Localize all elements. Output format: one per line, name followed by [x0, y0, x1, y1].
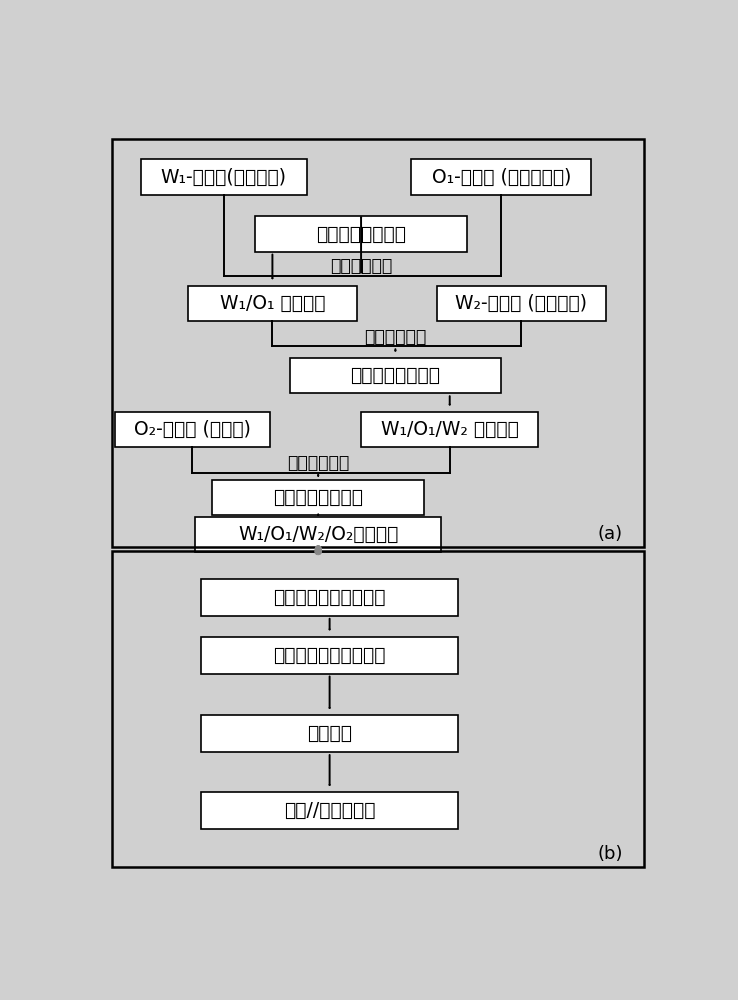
- Text: W₁-内水相(硫酸亚铁): W₁-内水相(硫酸亚铁): [161, 167, 287, 186]
- FancyBboxPatch shape: [201, 579, 458, 616]
- FancyBboxPatch shape: [195, 517, 441, 552]
- FancyBboxPatch shape: [188, 286, 356, 321]
- Text: (a): (a): [597, 525, 622, 543]
- Text: O₂-外油相 (食用油): O₂-外油相 (食用油): [134, 420, 251, 439]
- Text: 第二次快速膜乳化: 第二次快速膜乳化: [351, 366, 441, 385]
- Text: 第三次快速膜乳化: 第三次快速膜乳化: [273, 488, 363, 507]
- Text: O₁-内油相 (饱和食用油): O₁-内油相 (饱和食用油): [432, 167, 571, 186]
- FancyBboxPatch shape: [361, 412, 539, 447]
- FancyBboxPatch shape: [201, 715, 458, 752]
- Text: W₁/O₁/W₂/O₂四相复乳: W₁/O₁/W₂/O₂四相复乳: [238, 525, 399, 544]
- FancyBboxPatch shape: [289, 358, 501, 393]
- FancyBboxPatch shape: [201, 792, 458, 829]
- Text: 预先磁力搞拌: 预先磁力搞拌: [287, 454, 349, 472]
- Text: (b): (b): [597, 845, 623, 863]
- Text: 鱼油//藻油微胶囊: 鱼油//藻油微胶囊: [284, 801, 376, 820]
- FancyBboxPatch shape: [213, 480, 424, 515]
- FancyBboxPatch shape: [411, 159, 591, 195]
- Text: 第一次固化（氯化馒）: 第一次固化（氯化馒）: [273, 588, 386, 607]
- Text: 预先磁力搞拌: 预先磁力搞拌: [365, 328, 427, 346]
- FancyBboxPatch shape: [437, 286, 606, 321]
- Text: W₁/O₁/W₂ 三相复乳: W₁/O₁/W₂ 三相复乳: [381, 420, 519, 439]
- FancyBboxPatch shape: [115, 412, 269, 447]
- FancyBboxPatch shape: [255, 216, 467, 252]
- Text: 第二次固化（壳聚糖）: 第二次固化（壳聚糖）: [273, 646, 386, 665]
- FancyBboxPatch shape: [201, 637, 458, 674]
- Text: 第一次快速膜乳化: 第一次快速膜乳化: [316, 224, 406, 243]
- FancyBboxPatch shape: [141, 159, 307, 195]
- Text: 冷冻干燥: 冷冻干燥: [307, 724, 352, 743]
- Text: 预先磁力搞拌: 预先磁力搞拌: [330, 257, 392, 275]
- Text: W₁/O₁ 两相乳液: W₁/O₁ 两相乳液: [220, 294, 325, 313]
- Text: W₂-外水相 (海藻酸錢): W₂-外水相 (海藻酸錢): [455, 294, 587, 313]
